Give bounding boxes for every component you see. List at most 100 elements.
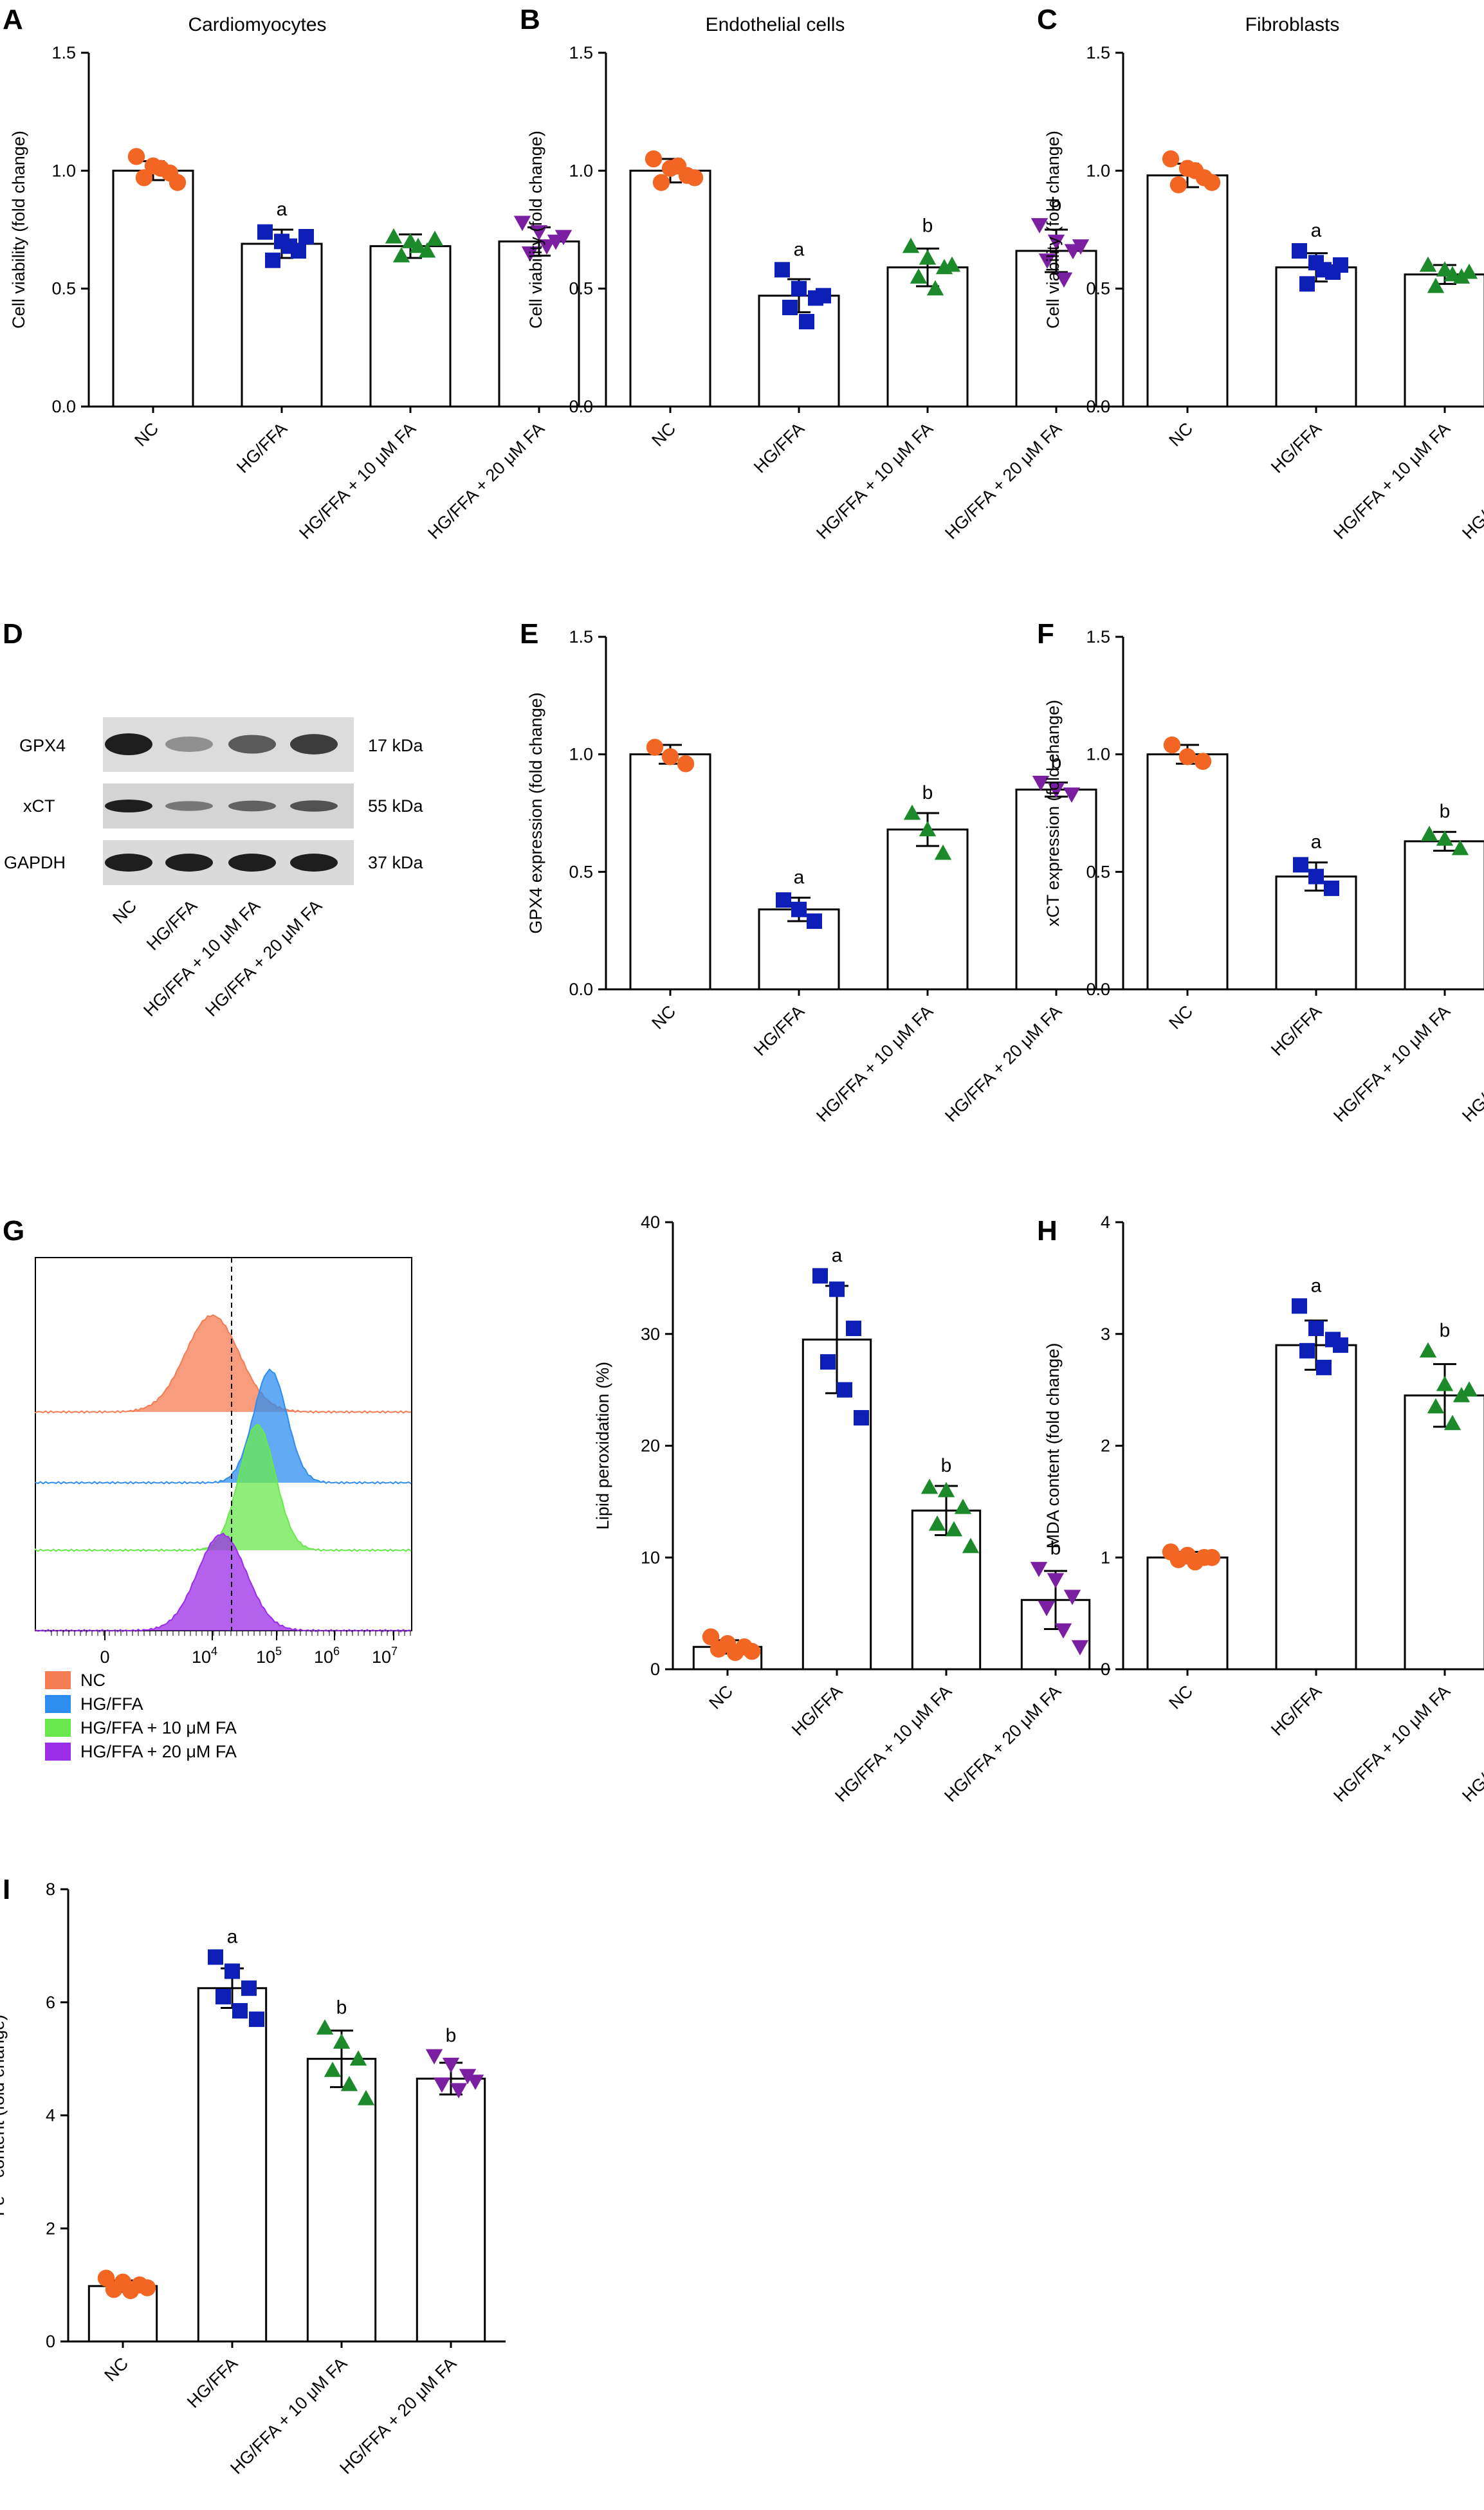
data-point xyxy=(554,230,573,246)
data-point xyxy=(530,225,548,241)
panel-label-b: B xyxy=(520,4,540,35)
data-point xyxy=(169,174,187,191)
data-point xyxy=(926,280,944,296)
chart-gpx4-expression: 0.0 0.5 1.0 1.5 GPX4 expression (fold change… xyxy=(526,627,1121,1126)
data-point xyxy=(418,242,436,258)
blot-size-gapdh: 37 kDa xyxy=(368,853,424,872)
blot-band xyxy=(228,854,276,872)
data-point xyxy=(224,1963,240,1979)
histogram-x-label: 105 xyxy=(256,1645,282,1667)
data-point xyxy=(349,2050,367,2066)
category-label: HG/FFA + 10 μM FA xyxy=(1330,419,1454,543)
data-point xyxy=(122,2282,140,2300)
histogram-trace xyxy=(35,1532,412,1633)
data-point xyxy=(442,2057,460,2073)
y-tick-label: 0.0 xyxy=(51,397,76,416)
y-tick-label: 0.0 xyxy=(569,980,593,999)
bar xyxy=(306,2058,377,2343)
data-point xyxy=(1194,753,1212,770)
panel-label-h: H xyxy=(1037,1215,1058,1247)
data-point xyxy=(385,228,403,244)
blot-row-label-gapdh: GAPDH xyxy=(4,853,66,872)
data-point xyxy=(426,230,444,246)
y-tick-label: 0.5 xyxy=(51,279,76,298)
y-tick-label: 10 xyxy=(641,1548,660,1567)
bar xyxy=(1015,250,1097,408)
y-axis-label: Cell viability (fold change) xyxy=(9,131,28,329)
bar xyxy=(112,169,194,408)
data-point xyxy=(282,238,297,254)
y-tick-label: 2 xyxy=(1101,1436,1110,1456)
data-point xyxy=(928,1515,946,1531)
data-point xyxy=(1324,880,1339,896)
significance-label: a xyxy=(277,199,288,220)
histogram-x-label-base: 10 xyxy=(256,1647,275,1667)
data-point xyxy=(538,239,556,255)
data-point xyxy=(962,1537,980,1553)
category-label: HG/FFA + 20 μM FA xyxy=(424,419,548,543)
data-point xyxy=(265,252,280,268)
data-point xyxy=(1427,277,1445,293)
data-point xyxy=(934,844,952,860)
histogram-fill xyxy=(35,1315,412,1413)
data-point xyxy=(910,268,928,284)
data-point xyxy=(1203,1549,1221,1566)
data-point xyxy=(135,169,153,187)
chart-fe2-content: 0 2 4 6 8 Fe2+ content (fold change) NC a HG/FFA… xyxy=(0,1880,506,2478)
data-point xyxy=(1443,1415,1461,1431)
category-label: HG/FFA xyxy=(1267,1002,1325,1059)
y-axis-label: Fe2+ content (fold change) xyxy=(0,2015,8,2216)
y-tick-label: 30 xyxy=(641,1324,660,1344)
significance-label: a xyxy=(1311,832,1322,853)
category-label: NC xyxy=(648,1002,679,1033)
y-tick-label: 0.5 xyxy=(1086,862,1110,881)
bar xyxy=(1404,1394,1484,1671)
blot-band xyxy=(105,800,152,812)
blot-band xyxy=(105,733,152,755)
histogram-fill xyxy=(35,1424,412,1552)
data-point xyxy=(919,821,937,837)
histogram-x-label-exp: 7 xyxy=(391,1645,398,1658)
data-point xyxy=(1436,830,1454,846)
category-label: NC xyxy=(100,2354,132,2385)
data-point xyxy=(807,913,822,930)
data-point xyxy=(646,738,664,756)
data-point xyxy=(1460,1381,1478,1397)
chart-title: Fibroblasts xyxy=(1245,14,1340,35)
bar xyxy=(1015,788,1097,991)
significance-label: b xyxy=(1440,1320,1451,1341)
data-point xyxy=(1038,1600,1056,1617)
y-axis-label-rest: content (fold change) xyxy=(0,2015,8,2183)
data-point xyxy=(919,249,937,265)
data-point xyxy=(152,160,170,177)
y-tick-label: 1.5 xyxy=(1086,43,1110,62)
category-label: HG/FFA xyxy=(750,1002,808,1059)
bar xyxy=(416,2077,486,2343)
data-point xyxy=(425,2049,443,2065)
chart-endothelial-viability: Endothelial cells 0.0 0.5 1.0 1.5 Cell viabil… xyxy=(526,14,1121,543)
category-label: NC xyxy=(1165,419,1196,450)
bar xyxy=(1275,1344,1357,1671)
histogram-x-label: 0 xyxy=(100,1647,109,1667)
y-tick-label: 1.0 xyxy=(51,161,76,180)
y-tick-label: 0.5 xyxy=(1086,279,1110,298)
y-tick-label: 8 xyxy=(46,1880,55,1899)
blot-lane-label: NC xyxy=(109,896,140,928)
data-point xyxy=(1055,272,1073,288)
data-point xyxy=(521,246,539,262)
data-point xyxy=(645,150,663,168)
y-tick-label: 0.5 xyxy=(569,279,593,298)
category-label: HG/FFA + 20 μM FA xyxy=(941,419,1065,543)
data-point xyxy=(1072,239,1090,255)
panel-label-a: A xyxy=(3,4,23,35)
significance-label: a xyxy=(794,867,805,888)
blot-band xyxy=(165,801,213,811)
blot-band xyxy=(290,854,338,872)
histogram-trace xyxy=(35,1314,412,1414)
data-point xyxy=(791,280,807,297)
category-label: NC xyxy=(131,419,162,450)
data-point xyxy=(409,237,427,253)
significance-label: b xyxy=(1051,752,1062,773)
data-point xyxy=(820,1354,836,1370)
significance-label: b xyxy=(336,1997,347,2018)
